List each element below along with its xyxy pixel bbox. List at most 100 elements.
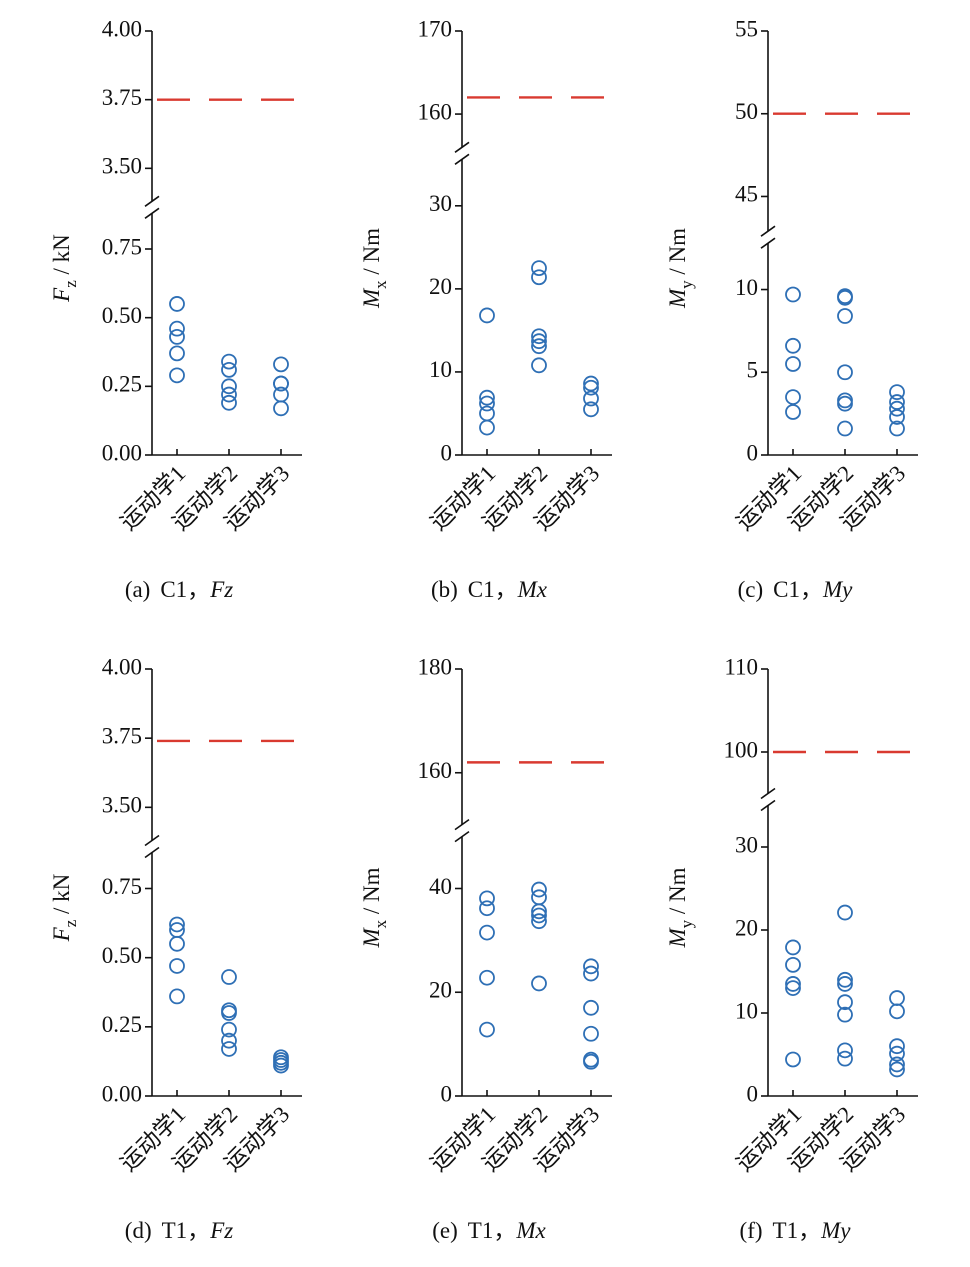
data-point	[785, 389, 801, 405]
y-tick-label: 10	[735, 998, 758, 1023]
y-tick-label: 0	[747, 440, 759, 465]
y-label-unit: / Nm	[665, 867, 690, 920]
caption-quantity: Fz	[209, 1218, 233, 1243]
y-label-subscript: x	[371, 280, 390, 289]
caption-label: (c)	[738, 577, 764, 602]
data-point	[837, 1006, 853, 1023]
y-tick-label: 0.50	[102, 943, 142, 968]
y-tick-label: 30	[429, 191, 452, 216]
caption: (e) T1，Mx	[432, 1218, 546, 1243]
data-point	[889, 420, 905, 437]
data-point	[221, 386, 237, 403]
data-point	[531, 913, 547, 930]
data-point	[785, 1051, 801, 1068]
caption-case: C1，	[773, 577, 823, 602]
data-point	[479, 890, 495, 907]
data-point	[169, 935, 185, 952]
data-point	[889, 384, 905, 401]
axis-break	[144, 834, 160, 847]
data-point	[273, 400, 289, 417]
data-point	[479, 924, 495, 941]
data-point	[785, 956, 801, 973]
data-point	[837, 1050, 853, 1067]
data-point	[169, 328, 185, 345]
data-point	[583, 379, 599, 396]
y-tick-label: 10	[429, 357, 452, 382]
data-point	[583, 401, 599, 418]
data-point	[169, 296, 185, 312]
data-point	[837, 420, 853, 437]
caption: (a) C1，Fz	[125, 577, 233, 602]
data-point	[785, 939, 801, 956]
y-tick-label: 5	[747, 358, 759, 383]
data-point	[221, 378, 237, 395]
y-label-subscript: x	[371, 919, 390, 928]
y-axis-label: Fz / kN	[49, 234, 80, 303]
data-point	[273, 356, 289, 373]
data-point	[221, 394, 237, 411]
y-label-subscript: y	[677, 919, 696, 928]
data-point	[837, 971, 853, 988]
data-point	[837, 994, 853, 1011]
caption-case: C1，	[468, 577, 518, 602]
data-point	[221, 1021, 237, 1038]
y-tick-label: 0	[441, 1081, 453, 1106]
y-axis-label: Mx / Nm	[359, 867, 390, 948]
data-point	[889, 1003, 905, 1020]
axis-break	[760, 237, 776, 249]
caption-label: (e)	[432, 1218, 458, 1243]
y-label-symbol: M	[665, 287, 690, 309]
y-tick-label: 3.75	[102, 723, 142, 748]
axis-break	[454, 830, 470, 843]
caption-quantity: Mx	[517, 577, 548, 602]
data-point	[889, 1045, 905, 1062]
data-point	[889, 990, 905, 1006]
y-axis-label: My / Nm	[665, 867, 696, 948]
data-point	[889, 1061, 905, 1078]
caption-case: C1，	[160, 577, 210, 602]
axis-break	[760, 225, 776, 237]
y-tick-label: 110	[724, 654, 758, 679]
y-tick-label: 0.25	[102, 372, 142, 397]
data-point	[785, 404, 801, 420]
y-tick-label: 45	[735, 182, 758, 207]
y-tick-label: 0	[747, 1081, 759, 1106]
y-tick-label: 160	[418, 99, 453, 124]
data-point	[273, 375, 289, 392]
data-point	[479, 419, 495, 436]
y-label-symbol: M	[359, 287, 384, 309]
y-tick-label: 20	[429, 274, 452, 299]
data-point	[837, 308, 853, 324]
caption-label: (f)	[740, 1218, 763, 1243]
data-point	[531, 357, 547, 374]
data-point	[531, 333, 547, 350]
data-point	[531, 975, 547, 992]
y-tick-label: 0.25	[102, 1012, 142, 1037]
caption-quantity: Mx	[515, 1218, 546, 1243]
data-point	[531, 269, 547, 286]
data-point	[785, 286, 801, 303]
data-point	[583, 965, 599, 982]
data-point	[785, 356, 801, 372]
y-label-unit: / Nm	[359, 867, 384, 920]
y-axis-label: Mx / Nm	[359, 228, 390, 309]
data-point	[221, 1032, 237, 1049]
data-point	[583, 1053, 599, 1070]
data-point	[889, 1038, 905, 1055]
data-point	[273, 1057, 289, 1074]
y-label-symbol: F	[49, 926, 74, 942]
data-point	[837, 395, 853, 412]
caption-quantity: My	[822, 577, 853, 602]
data-point	[221, 353, 237, 370]
data-point	[785, 976, 801, 992]
y-label-unit: / kN	[49, 234, 74, 280]
data-point	[169, 345, 185, 362]
data-point	[169, 320, 185, 337]
y-tick-label: 0.50	[102, 303, 142, 328]
data-point	[479, 969, 495, 986]
y-label-subscript: y	[677, 280, 696, 289]
y-tick-label: 0.75	[102, 234, 142, 259]
data-point	[479, 389, 495, 406]
axis-break	[454, 818, 470, 831]
data-point	[169, 916, 185, 933]
